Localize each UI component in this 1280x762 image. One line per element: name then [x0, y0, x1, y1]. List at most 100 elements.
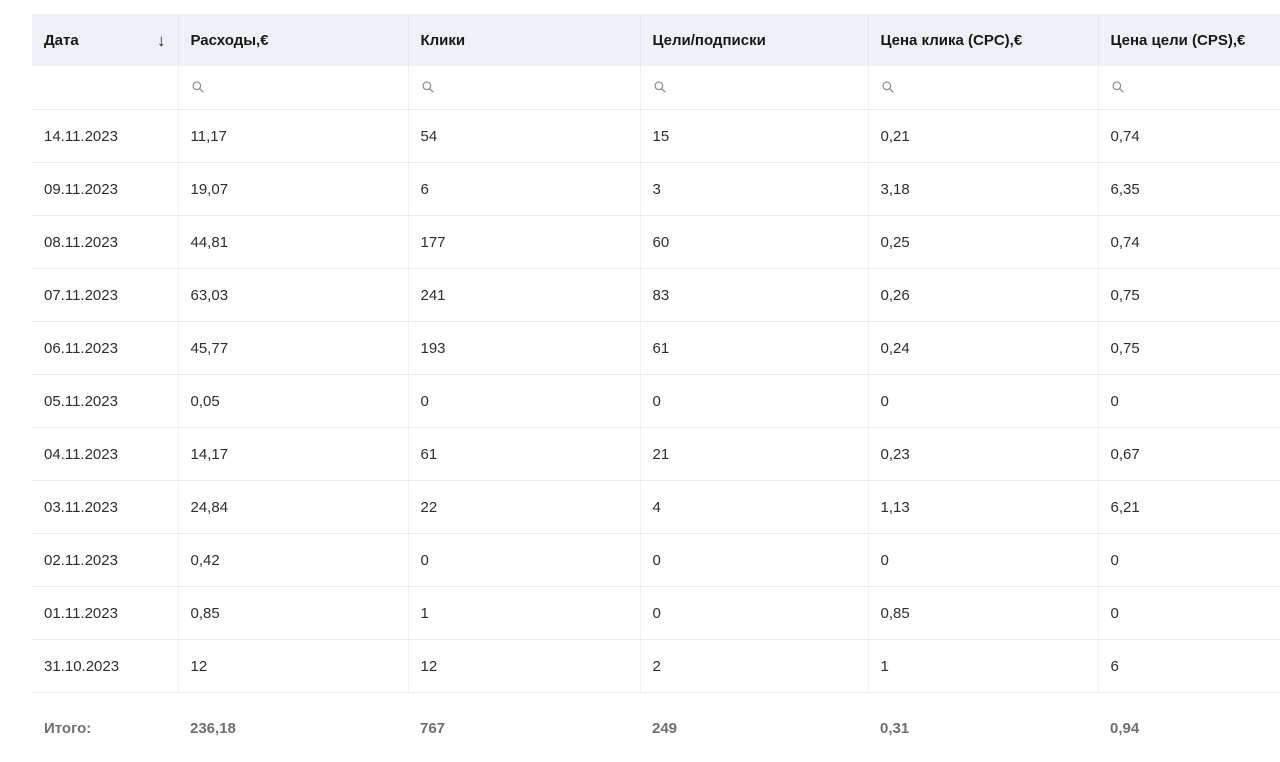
- cell-cpc: 0,85: [867, 586, 1098, 640]
- cell-clicks: 0: [407, 374, 640, 428]
- column-header-inner: Цели/подписки: [653, 32, 856, 49]
- search-icon: [881, 81, 894, 93]
- filter-row: [32, 66, 1280, 110]
- cell-costs: 0,05: [177, 374, 408, 428]
- cell-date: 07.11.2023: [32, 268, 178, 322]
- search-icon: [1111, 81, 1124, 93]
- cell-cpc: 3,18: [867, 162, 1098, 216]
- column-header-label: Расходы,€: [190, 31, 269, 49]
- cell-date: 01.11.2023: [32, 586, 178, 640]
- cell-costs: 14,17: [177, 427, 408, 481]
- cell-cps: 0: [1097, 586, 1280, 640]
- cell-goals: 15: [639, 109, 868, 163]
- cell-goals: 4: [639, 480, 868, 534]
- cell-clicks: 241: [407, 268, 640, 322]
- cell-date: 04.11.2023: [32, 427, 178, 481]
- column-header-label: Дата: [44, 31, 79, 49]
- cell-date: 02.11.2023: [32, 533, 178, 587]
- table-row: 31.10.2023 12 12 2 1 6: [32, 639, 1280, 693]
- cell-goals: 61: [639, 321, 868, 375]
- table-row: 07.11.2023 63,03 241 83 0,26 0,75: [32, 268, 1280, 322]
- cell-cps: 0: [1097, 374, 1280, 428]
- cell-costs: 63,03: [177, 268, 408, 322]
- cell-costs: 0,85: [177, 586, 408, 640]
- cell-cps: 0,67: [1097, 427, 1280, 481]
- filter-clicks[interactable]: [407, 66, 640, 110]
- cell-date: 05.11.2023: [32, 374, 178, 428]
- cell-goals: 0: [639, 374, 868, 428]
- cell-cpc: 0,23: [867, 427, 1098, 481]
- cell-cps: 6,21: [1097, 480, 1280, 534]
- cell-goals: 60: [639, 215, 868, 269]
- table-row: 05.11.2023 0,05 0 0 0 0: [32, 374, 1280, 428]
- totals-label: Итого:: [32, 692, 178, 762]
- column-header-goals[interactable]: Цели/подписки: [639, 14, 868, 66]
- cell-cpc: 1: [867, 639, 1098, 693]
- cell-cpc: 0,26: [867, 268, 1098, 322]
- column-header-cpc[interactable]: Цена клика (CPC),€: [867, 14, 1098, 66]
- cell-goals: 21: [639, 427, 868, 481]
- cell-date: 03.11.2023: [32, 480, 178, 534]
- column-header-inner: Дата ↓: [44, 32, 166, 49]
- filter-costs[interactable]: [177, 66, 408, 110]
- table-row: 04.11.2023 14,17 61 21 0,23 0,67: [32, 427, 1280, 481]
- filter-date: [32, 66, 178, 110]
- cell-costs: 44,81: [177, 215, 408, 269]
- cell-costs: 12: [177, 639, 408, 693]
- cell-date: 06.11.2023: [32, 321, 178, 375]
- cell-cps: 0,74: [1097, 109, 1280, 163]
- cell-costs: 45,77: [177, 321, 408, 375]
- cell-clicks: 61: [407, 427, 640, 481]
- totals-row: Итого: 236,18 767 249 0,31 0,94: [32, 692, 1280, 762]
- totals-goals: 249: [640, 692, 868, 762]
- sort-descending-icon[interactable]: ↓: [157, 30, 166, 50]
- cell-goals: 2: [639, 639, 868, 693]
- column-header-label: Цена клика (CPC),€: [880, 31, 1023, 49]
- cell-cps: 0,75: [1097, 268, 1280, 322]
- cell-goals: 3: [639, 162, 868, 216]
- cell-cpc: 0,25: [867, 215, 1098, 269]
- filter-cpc[interactable]: [867, 66, 1098, 110]
- cell-clicks: 1: [407, 586, 640, 640]
- cell-cpc: 0,21: [867, 109, 1098, 163]
- column-header-inner: Цена цели (CPS),€: [1111, 32, 1269, 49]
- table-body: 14.11.2023 11,17 54 15 0,21 0,74 09.11.2023 19,…: [32, 109, 1280, 693]
- column-header-costs[interactable]: Расходы,€: [177, 14, 408, 66]
- search-icon: [653, 81, 666, 93]
- column-header-inner: Клики: [421, 32, 628, 49]
- table-row: 09.11.2023 19,07 6 3 3,18 6,35: [32, 162, 1280, 216]
- cell-costs: 24,84: [177, 480, 408, 534]
- column-header-inner: Цена клика (CPC),€: [881, 32, 1086, 49]
- cell-cps: 6,35: [1097, 162, 1280, 216]
- cell-date: 09.11.2023: [32, 162, 178, 216]
- cell-goals: 0: [639, 533, 868, 587]
- filter-goals[interactable]: [639, 66, 868, 110]
- totals-clicks: 767: [408, 692, 640, 762]
- column-header-cps[interactable]: Цена цели (CPS),€: [1097, 14, 1280, 66]
- cell-cps: 0,74: [1097, 215, 1280, 269]
- cell-cps: 0,75: [1097, 321, 1280, 375]
- column-header-label: Цели/подписки: [652, 31, 766, 49]
- header-row: Дата ↓ Расходы,€ Клики Цели/подписки Цена кли…: [32, 14, 1280, 66]
- campaign-stats-table: Дата ↓ Расходы,€ Клики Цели/подписки Цена кли…: [32, 14, 1280, 762]
- totals-cps: 0,94: [1098, 692, 1280, 762]
- cell-date: 08.11.2023: [32, 215, 178, 269]
- cell-clicks: 22: [407, 480, 640, 534]
- search-icon: [191, 81, 204, 93]
- cell-goals: 0: [639, 586, 868, 640]
- column-header-label: Клики: [420, 31, 466, 49]
- cell-cps: 6: [1097, 639, 1280, 693]
- column-header-date[interactable]: Дата ↓: [32, 14, 178, 66]
- cell-clicks: 54: [407, 109, 640, 163]
- column-header-clicks[interactable]: Клики: [407, 14, 640, 66]
- column-header-label: Цена цели (CPS),€: [1110, 31, 1246, 49]
- cell-clicks: 177: [407, 215, 640, 269]
- cell-goals: 83: [639, 268, 868, 322]
- cell-cpc: 0,24: [867, 321, 1098, 375]
- cell-date: 31.10.2023: [32, 639, 178, 693]
- cell-date: 14.11.2023: [32, 109, 178, 163]
- cell-cpc: 0: [867, 374, 1098, 428]
- totals-costs: 236,18: [178, 692, 408, 762]
- filter-cps[interactable]: [1097, 66, 1280, 110]
